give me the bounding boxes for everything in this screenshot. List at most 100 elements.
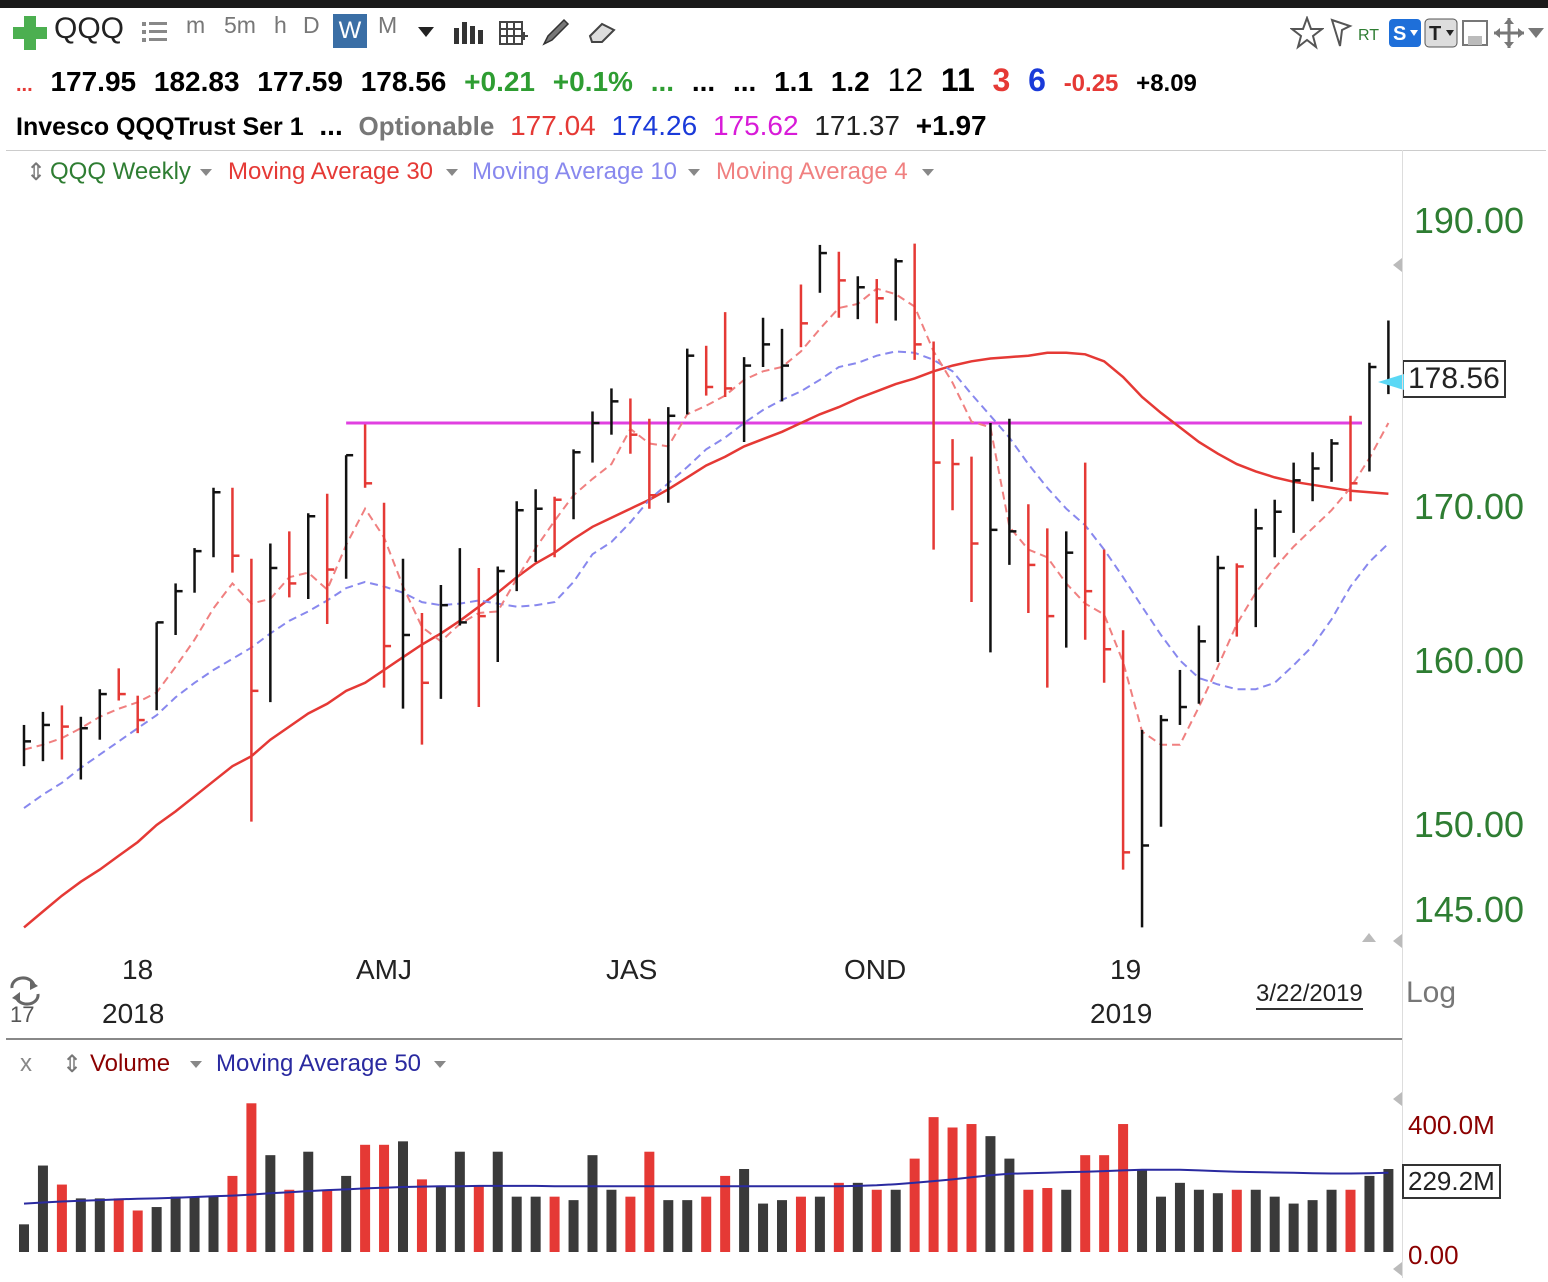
- interval-m[interactable]: m: [186, 12, 206, 38]
- volume-bar: [303, 1151, 314, 1252]
- price-bar: [742, 357, 752, 443]
- text-tool-icon[interactable]: T: [1424, 18, 1458, 48]
- scroll-up-icon[interactable]: [1360, 930, 1378, 944]
- scan-icon[interactable]: S: [1388, 18, 1422, 48]
- price-bar: [1330, 439, 1339, 482]
- interval-5m[interactable]: 5m: [224, 12, 256, 38]
- legend-price[interactable]: QQQ Weekly: [50, 158, 191, 185]
- volume-bar: [682, 1200, 693, 1252]
- price-bar: [686, 348, 695, 415]
- price-scroll-icon[interactable]: [1390, 256, 1404, 274]
- legend-volume[interactable]: Volume: [90, 1050, 171, 1077]
- interval-month[interactable]: M: [378, 12, 398, 38]
- legend-ma10-chevron-icon[interactable]: [686, 166, 702, 180]
- volume-bar: [568, 1200, 579, 1252]
- price-bar: [1065, 531, 1074, 648]
- legend-ma4[interactable]: Moving Average 4: [716, 158, 908, 185]
- grid-icon[interactable]: [498, 18, 530, 50]
- interval-h[interactable]: h: [274, 12, 287, 38]
- legend-ma30-chevron-icon[interactable]: [444, 166, 460, 180]
- legend-ma4-chevron-icon[interactable]: [920, 166, 936, 180]
- price-bar: [288, 531, 297, 598]
- price-bar: [231, 487, 240, 573]
- price-bar: [325, 493, 335, 624]
- x-label-2019: 2019: [1090, 998, 1153, 1029]
- volume-bar: [1288, 1203, 1299, 1252]
- volume-bar: [341, 1175, 352, 1252]
- price-bar: [572, 449, 581, 520]
- scroll-left-icon[interactable]: [1390, 932, 1404, 950]
- volume-bar: [360, 1144, 371, 1252]
- menu-chevron-icon[interactable]: [1526, 24, 1546, 44]
- symbol-input[interactable]: QQQ: [54, 12, 125, 45]
- price-bar: [932, 341, 941, 550]
- volume-bar: [1004, 1158, 1015, 1252]
- chevron-down-icon[interactable]: [416, 24, 436, 44]
- volume-bar: [435, 1186, 446, 1252]
- interval-d[interactable]: D: [303, 12, 320, 38]
- volume-bar: [1099, 1155, 1110, 1252]
- star-icon[interactable]: [1290, 16, 1324, 50]
- refresh-icon[interactable]: [8, 976, 42, 1006]
- stat-3: 12: [887, 62, 924, 98]
- bar-style-icon[interactable]: [452, 18, 484, 48]
- volume-bar: [1193, 1189, 1204, 1252]
- interval-w[interactable]: W: [333, 14, 367, 48]
- x-label-jas: JAS: [606, 954, 658, 985]
- security-name: Invesco QQQTrust Ser 1: [16, 113, 304, 141]
- change-pct-value: +0.1%: [552, 66, 633, 97]
- pencil-icon[interactable]: [540, 16, 572, 48]
- volume-bar: [701, 1196, 712, 1252]
- legend-vol-ma50[interactable]: Moving Average 50: [216, 1050, 422, 1077]
- volume-bar: [985, 1136, 996, 1252]
- volume-bar: [1156, 1196, 1166, 1252]
- volume-bar: [473, 1186, 484, 1252]
- volume-bar: [1269, 1196, 1280, 1252]
- volume-bar: [1364, 1175, 1375, 1252]
- legend-price-chevron-icon[interactable]: [198, 166, 214, 180]
- price-bar: [1178, 669, 1187, 725]
- y-tick-label: 150.00: [1413, 804, 1524, 845]
- vol-scroll-up-icon[interactable]: [1390, 1090, 1404, 1108]
- volume-bar: [265, 1155, 276, 1252]
- move-icon[interactable]: [1492, 16, 1526, 50]
- legend-volume-chevron-icon[interactable]: [188, 1058, 204, 1072]
- volume-legend-handle[interactable]: ⇕: [62, 1051, 83, 1078]
- price-bar: [458, 548, 467, 626]
- volume-bar: [530, 1196, 541, 1252]
- price-bar: [591, 411, 600, 463]
- price-bar: [1197, 625, 1206, 704]
- volume-bar: [492, 1151, 503, 1252]
- volume-bar: [758, 1203, 769, 1252]
- volume-bar: [1231, 1189, 1242, 1252]
- list-icon[interactable]: [140, 18, 170, 48]
- price-bar: [1027, 504, 1036, 613]
- legend-ma30[interactable]: Moving Average 30: [228, 158, 434, 185]
- vol-scroll-down-icon[interactable]: [1390, 1260, 1404, 1278]
- last-price-marker-icon: [1378, 374, 1404, 390]
- legend-handle[interactable]: ⇕: [26, 159, 47, 186]
- alert-rt-icon[interactable]: RT: [1328, 16, 1388, 50]
- price-bar: [79, 716, 88, 780]
- price-bar: [155, 621, 164, 711]
- log-scale-toggle[interactable]: Log: [1406, 976, 1457, 1009]
- volume-bar: [739, 1169, 750, 1252]
- save-icon[interactable]: [1460, 18, 1490, 48]
- legend-ma10[interactable]: Moving Average 10: [472, 158, 678, 185]
- price-bar: [913, 243, 922, 360]
- legend-vol-ma-chevron-icon[interactable]: [432, 1058, 448, 1072]
- add-icon[interactable]: [12, 14, 52, 54]
- svg-text:T: T: [1429, 23, 1441, 45]
- eraser-icon[interactable]: [586, 18, 618, 48]
- volume-bar: [246, 1103, 257, 1252]
- panel-divider: [6, 150, 1546, 151]
- quote-dots-2: ...: [691, 66, 716, 97]
- volume-bar: [1061, 1189, 1072, 1252]
- price-bar: [667, 407, 676, 503]
- volume-bar: [549, 1196, 560, 1252]
- quote-lead-dots: ...: [16, 74, 33, 96]
- close-volume-button[interactable]: x: [20, 1050, 32, 1077]
- price-bar: [496, 566, 505, 662]
